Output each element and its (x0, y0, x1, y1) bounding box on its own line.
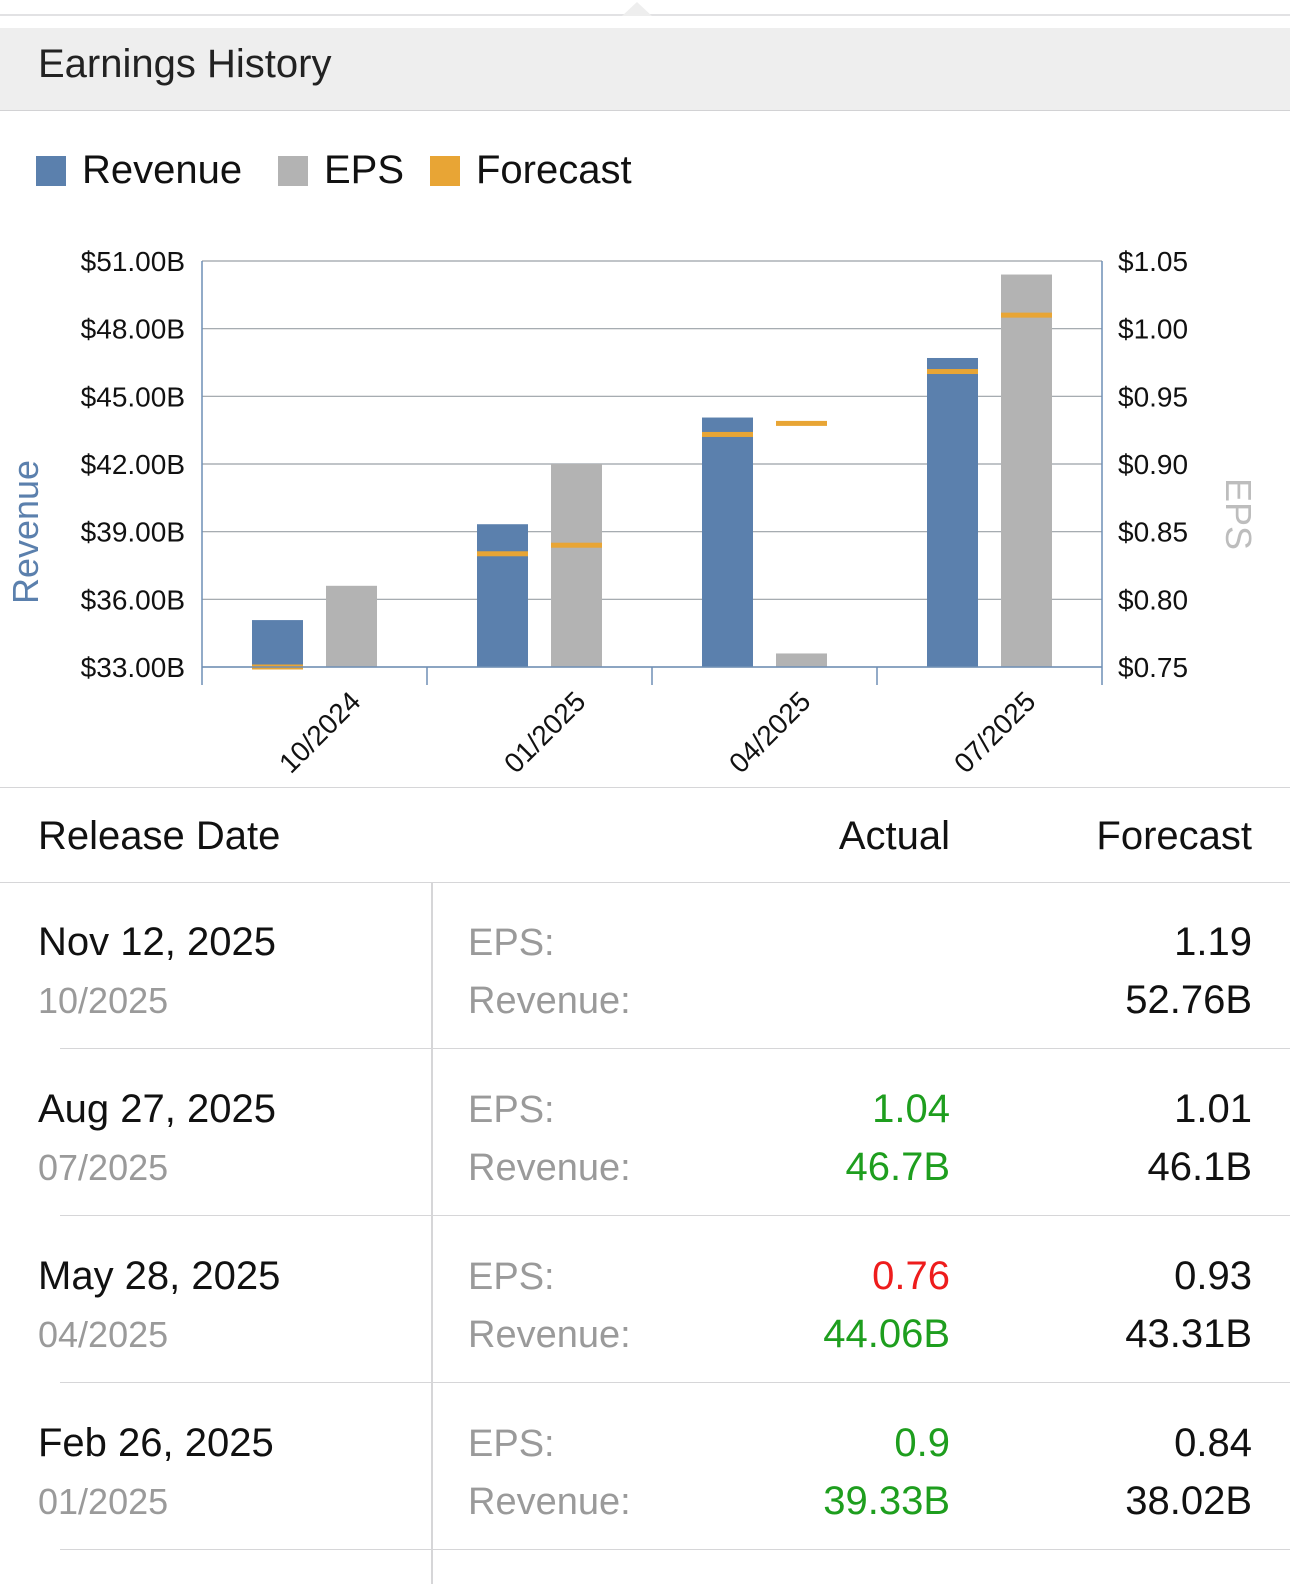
row-release-date: Feb 26, 2025 (38, 1421, 274, 1465)
row-eps-label: EPS: (468, 922, 555, 964)
row-revenue-actual: 46.7B (845, 1145, 950, 1189)
table-row[interactable]: Feb 26, 2025 01/2025 EPS: Revenue: 0.9 3… (0, 1383, 1290, 1550)
row-eps-actual: 0.76 (872, 1254, 950, 1298)
row-period: 10/2025 (38, 980, 169, 1021)
earnings-chart: $33.00B $0.75 $36.00B $0.80 $39.00B $0.85 $42.… (5, 246, 1259, 779)
row-eps-actual: 1.04 (872, 1087, 950, 1131)
forecast-marker-eps (776, 420, 827, 426)
x-tick-label: 07/2025 (948, 686, 1041, 779)
row-release-date: May 28, 2025 (38, 1254, 281, 1298)
bar-revenue (927, 357, 978, 667)
chart-labels: $33.00B $0.75 $36.00B $0.80 $39.00B $0.85 $42.… (5, 246, 1259, 779)
bar-eps (776, 653, 827, 667)
row-release-date: Nov 12, 2025 (38, 920, 276, 964)
legend-label-eps: EPS (324, 148, 405, 192)
bar-eps (326, 585, 377, 667)
header-actual: Actual (838, 814, 950, 858)
y-tick-label: $36.00B (81, 584, 185, 615)
y2-tick-label: $0.95 (1118, 381, 1188, 412)
forecast-marker-eps (551, 542, 602, 548)
header-release-date: Release Date (38, 814, 281, 858)
row-period: 07/2025 (38, 1147, 169, 1188)
row-revenue-actual: 44.06B (823, 1312, 950, 1356)
row-separator (60, 1048, 1290, 1049)
table-row[interactable]: Nov 12, 2025 10/2025 EPS: Revenue: 1.19 … (0, 882, 1290, 1049)
y-tick-label: $45.00B (81, 381, 185, 412)
row-eps-forecast: 1.19 (1174, 920, 1252, 964)
forecast-marker-eps (1001, 312, 1052, 318)
row-period: 01/2025 (38, 1481, 169, 1522)
row-eps-label: EPS: (468, 1423, 555, 1465)
row-eps-actual: 0.9 (894, 1421, 950, 1465)
row-eps-forecast: 0.93 (1174, 1254, 1252, 1298)
row-revenue-actual: 39.33B (823, 1479, 950, 1523)
row-release-date: Aug 27, 2025 (38, 1087, 276, 1131)
y-axis-title: Revenue (5, 460, 46, 604)
row-separator (60, 1382, 1290, 1383)
y2-axis-title: EPS (1218, 478, 1259, 550)
legend-swatch-revenue (36, 156, 66, 186)
row-revenue-label: Revenue: (468, 1314, 631, 1356)
column-divider (431, 882, 433, 1584)
y-tick-label: $51.00B (81, 246, 185, 277)
chart-bars (252, 274, 1052, 670)
row-revenue-forecast: 38.02B (1125, 1479, 1252, 1523)
legend-swatch-eps (278, 156, 308, 186)
row-eps-label: EPS: (468, 1089, 555, 1131)
page-title: Earnings History (38, 42, 332, 86)
y2-tick-label: $1.00 (1118, 314, 1188, 345)
table-header: Release Date Actual Forecast (0, 787, 1290, 883)
row-eps-label: EPS: (468, 1256, 555, 1298)
legend-swatch-forecast (430, 156, 460, 186)
row-revenue-label: Revenue: (468, 1147, 631, 1189)
popover-pointer (622, 2, 652, 16)
y2-tick-label: $0.85 (1118, 517, 1188, 548)
row-revenue-label: Revenue: (468, 1481, 631, 1523)
earnings-header: Earnings History (0, 28, 1290, 111)
row-separator (60, 1215, 1290, 1216)
legend-label-revenue: Revenue (82, 148, 243, 192)
row-separator (60, 1549, 1290, 1550)
legend-label-forecast: Forecast (476, 148, 632, 192)
y2-tick-label: $0.75 (1118, 652, 1188, 683)
row-revenue-forecast: 43.31B (1125, 1312, 1252, 1356)
bar-revenue (702, 417, 753, 667)
bar-eps (551, 464, 602, 667)
chart-axes (201, 261, 1103, 685)
bar-revenue (252, 620, 303, 667)
table-row[interactable]: Aug 27, 2025 07/2025 EPS: Revenue: 1.04 … (0, 1049, 1290, 1216)
header-forecast: Forecast (1096, 814, 1252, 858)
y-tick-label: $48.00B (81, 314, 185, 345)
row-period: 04/2025 (38, 1314, 169, 1355)
row-revenue-forecast: 52.76B (1125, 978, 1252, 1022)
earnings-table: Nov 12, 2025 10/2025 EPS: Revenue: 1.19 … (0, 882, 1290, 1584)
x-tick-label: 04/2025 (723, 686, 816, 779)
row-revenue-forecast: 46.1B (1147, 1145, 1252, 1189)
row-revenue-label: Revenue: (468, 980, 631, 1022)
x-tick-label: 01/2025 (498, 686, 591, 779)
bar-revenue (477, 524, 528, 667)
y2-tick-label: $0.90 (1118, 449, 1188, 480)
forecast-marker-revenue (927, 369, 978, 375)
row-eps-forecast: 0.84 (1174, 1421, 1252, 1465)
forecast-marker-revenue (477, 551, 528, 557)
y2-tick-label: $1.05 (1118, 246, 1188, 277)
x-tick-label: 10/2024 (273, 686, 366, 779)
bar-eps (1001, 274, 1052, 667)
y-tick-label: $33.00B (81, 652, 185, 683)
row-eps-forecast: 1.01 (1174, 1087, 1252, 1131)
y2-tick-label: $0.80 (1118, 584, 1188, 615)
y-tick-label: $39.00B (81, 517, 185, 548)
table-row[interactable]: May 28, 2025 04/2025 EPS: Revenue: 0.76 … (0, 1216, 1290, 1383)
forecast-marker-revenue (702, 431, 753, 437)
y-tick-label: $42.00B (81, 449, 185, 480)
